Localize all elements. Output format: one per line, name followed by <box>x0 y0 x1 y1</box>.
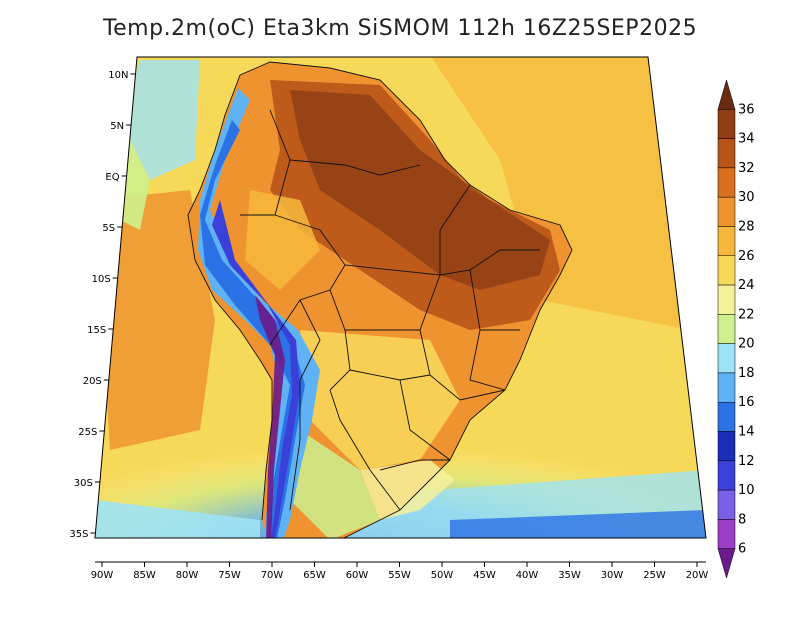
lon-tick-label: 85W <box>133 570 156 581</box>
colorbar-label: 12 <box>738 454 755 469</box>
lon-tick-label: 55W <box>388 570 411 581</box>
temperature-colorbar: 36 34 32 30 28 26 24 22 20 18 16 14 12 10 8 6 <box>717 79 755 579</box>
colorbar-label: 18 <box>738 366 755 381</box>
latitude-axis: 10N 5N EQ 5S 10S 15S 20S 25S 30S 35S <box>69 70 136 540</box>
colorbar-label: 28 <box>738 219 755 234</box>
colorbar-swatch <box>717 255 736 286</box>
lat-tick-label: EQ <box>105 172 119 183</box>
colorbar-label: 14 <box>738 425 755 440</box>
lon-tick-label: 25W <box>643 570 666 581</box>
lon-tick-label: 90W <box>91 570 114 581</box>
colorbar-swatch <box>717 79 736 110</box>
lat-tick-label: 20S <box>83 376 102 387</box>
colorbar-swatch <box>717 489 736 520</box>
colorbar-label: 34 <box>738 132 755 147</box>
lat-tick-label: 25S <box>78 427 97 438</box>
lon-tick-label: 45W <box>473 570 496 581</box>
lon-tick-label: 50W <box>431 570 454 581</box>
colorbar-label: 26 <box>738 249 755 264</box>
colorbar-swatch <box>717 284 736 315</box>
lon-tick-label: 80W <box>176 570 199 581</box>
colorbar-label: 6 <box>738 542 746 557</box>
lat-tick-label: 15S <box>87 325 106 336</box>
lon-tick-label: 40W <box>516 570 539 581</box>
lon-tick-label: 20W <box>686 570 709 581</box>
lon-tick-label: 65W <box>303 570 326 581</box>
colorbar-swatch <box>717 401 736 432</box>
lon-tick-label: 60W <box>346 570 369 581</box>
colorbar-label: 8 <box>738 512 746 527</box>
lat-tick-label: 5S <box>102 223 115 234</box>
lon-tick-label: 30W <box>601 570 624 581</box>
lat-tick-label: 10S <box>92 274 111 285</box>
lat-tick-label: 5N <box>110 121 124 132</box>
colorbar-label: 22 <box>738 307 755 322</box>
map-domain <box>95 57 706 538</box>
lon-tick-label: 70W <box>261 570 284 581</box>
colorbar-label: 36 <box>738 102 755 117</box>
lat-tick-label: 10N <box>108 70 128 81</box>
colorbar-swatch <box>717 548 736 579</box>
longitude-axis: 90W 85W 80W 75W 70W 65W 60W 55W 50W 45W 40W 35W 30W 2… <box>91 561 709 581</box>
lon-tick-label: 75W <box>218 570 241 581</box>
colorbar-label: 10 <box>738 483 755 498</box>
lat-tick-label: 30S <box>74 478 93 489</box>
colorbar-swatch <box>717 431 736 462</box>
colorbar-swatch <box>717 167 736 198</box>
map-frame <box>94 56 707 539</box>
colorbar-swatch <box>717 196 736 227</box>
colorbar-label: 24 <box>738 278 755 293</box>
colorbar-swatch <box>717 226 736 257</box>
colorbar-swatch <box>717 519 736 549</box>
lat-tick-label: 35S <box>69 529 88 540</box>
colorbar-swatch <box>717 314 736 344</box>
colorbar-swatch <box>717 138 736 169</box>
map-title: Temp.2m(oC) Eta3km SiSMOM 112h 16Z25SEP2… <box>102 16 698 41</box>
colorbar-label: 20 <box>738 337 755 352</box>
colorbar-label: 30 <box>738 190 755 205</box>
colorbar-swatch <box>717 372 736 403</box>
colorbar-swatch <box>717 109 736 139</box>
colorbar-label: 16 <box>738 395 755 410</box>
colorbar-swatch <box>717 343 736 374</box>
political-borders <box>187 61 573 538</box>
lon-tick-label: 35W <box>558 570 581 581</box>
colorbar-swatch <box>717 460 736 491</box>
colorbar-label: 32 <box>738 161 755 176</box>
